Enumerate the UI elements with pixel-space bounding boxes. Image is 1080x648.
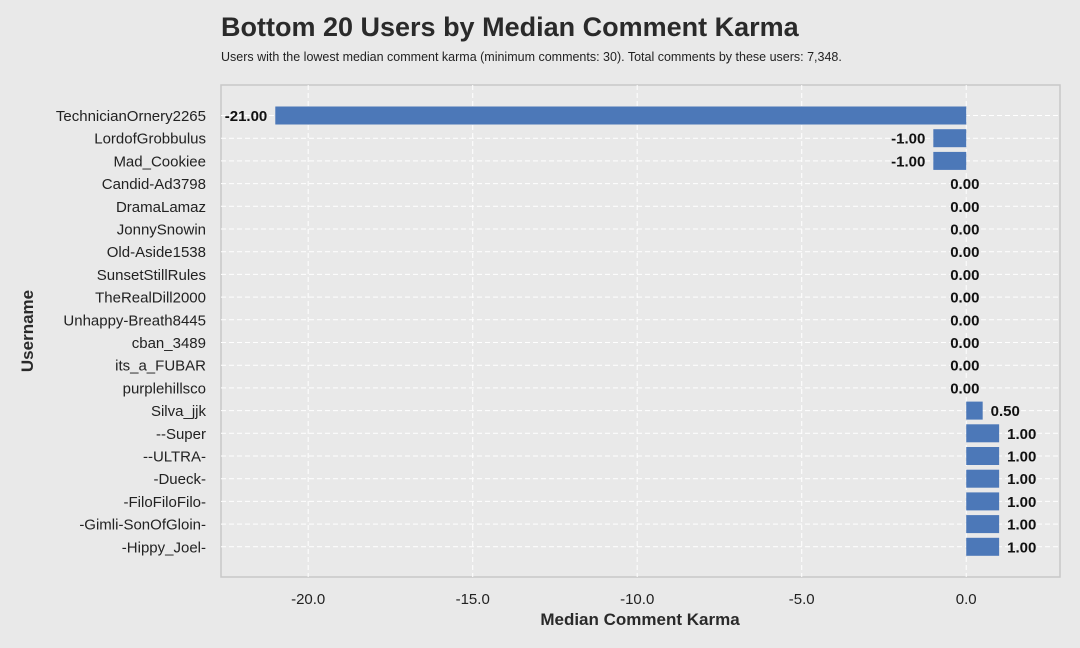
x-tick-label: -5.0 (789, 591, 815, 608)
bar (966, 424, 1000, 443)
category-label: -Gimli-SonOfGloin- (79, 517, 206, 534)
value-label: 0.00 (950, 380, 979, 397)
bars (275, 106, 1000, 556)
category-label: TheRealDill2000 (95, 290, 206, 307)
category-label: Silva_jjk (151, 403, 207, 420)
value-label: -21.00 (225, 108, 268, 125)
category-label: -Dueck- (153, 471, 206, 488)
y-axis-title: Username (18, 290, 37, 372)
value-label: 1.00 (1007, 471, 1036, 488)
bar (966, 401, 983, 420)
value-label: 1.00 (1007, 539, 1036, 556)
value-label: 0.00 (950, 244, 979, 261)
value-label: -1.00 (891, 153, 925, 170)
category-label: SunsetStillRules (97, 267, 206, 284)
category-label: --ULTRA- (143, 449, 206, 466)
category-label: cban_3489 (132, 335, 206, 352)
bar (966, 469, 1000, 488)
category-label: JonnySnowin (117, 222, 206, 239)
value-label: 0.00 (950, 222, 979, 239)
x-tick-label: -15.0 (456, 591, 490, 608)
bar (933, 151, 967, 170)
x-axis-title: Median Comment Karma (540, 610, 740, 629)
category-label: DramaLamaz (116, 199, 206, 216)
value-label: 0.50 (991, 403, 1020, 420)
category-label: --Super (156, 426, 206, 443)
value-label: 0.00 (950, 335, 979, 352)
bar (275, 106, 967, 125)
category-label: TechnicianOrnery2265 (56, 108, 206, 125)
value-label: 1.00 (1007, 494, 1036, 511)
category-label: -FiloFiloFilo- (124, 494, 207, 511)
bar (966, 447, 1000, 465)
value-label: -1.00 (891, 131, 925, 148)
category-label: its_a_FUBAR (115, 358, 206, 375)
x-tick-label: -10.0 (620, 591, 654, 608)
x-tick-label: 0.0 (956, 591, 977, 608)
bar (966, 492, 1000, 511)
category-labels: TechnicianOrnery2265 LordofGrobbulus Mad_C… (56, 108, 207, 556)
value-label: 1.00 (1007, 426, 1036, 443)
value-label: 0.00 (950, 312, 979, 329)
value-label: 1.00 (1007, 449, 1036, 466)
chart-title: Bottom 20 Users by Median Comment Karma (221, 12, 799, 42)
category-label: Old-Aside1538 (107, 244, 206, 261)
category-label: Mad_Cookiee (113, 153, 206, 170)
category-label: Unhappy-Breath8445 (63, 312, 206, 329)
value-label: 0.00 (950, 358, 979, 375)
x-tick-label: -20.0 (291, 591, 325, 608)
value-label: 0.00 (950, 290, 979, 307)
value-labels: -21.00 -1.00 -1.00 0.00 0.00 0.00 0.00 0.00 0.00… (225, 108, 1037, 556)
bar (966, 515, 1000, 534)
chart-subtitle: Users with the lowest median comment kar… (221, 50, 842, 64)
x-tick-labels: -20.0 -15.0 -10.0 -5.0 0.0 (291, 591, 977, 608)
category-label: -Hippy_Joel- (122, 539, 206, 556)
bar (933, 129, 967, 148)
value-label: 0.00 (950, 176, 979, 193)
value-label: 0.00 (950, 199, 979, 216)
value-label: 0.00 (950, 267, 979, 284)
category-label: LordofGrobbulus (94, 131, 206, 148)
value-label: 1.00 (1007, 517, 1036, 534)
category-label: purplehillsco (123, 380, 206, 397)
category-label: Candid-Ad3798 (102, 176, 206, 193)
bar (966, 537, 1000, 556)
plot-area (220, 84, 1061, 578)
